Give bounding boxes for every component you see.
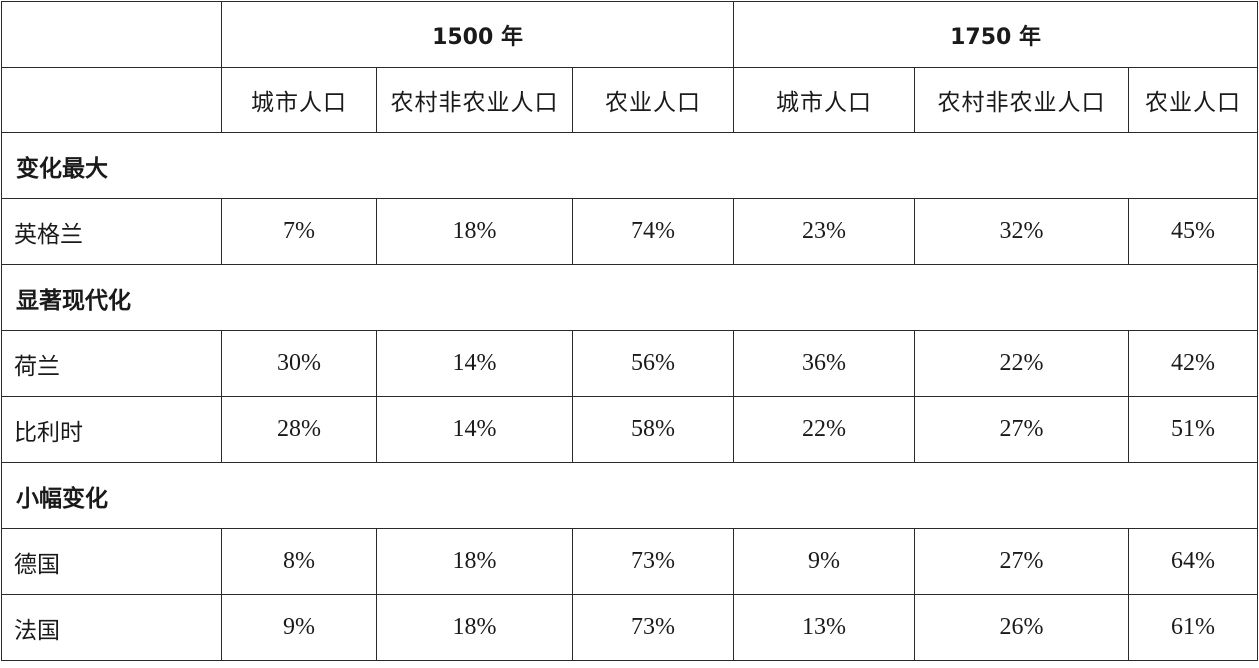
value-cell: 13% [733, 594, 916, 661]
col-header-rural-nonagri-1750: 农村非农业人口 [914, 67, 1130, 133]
value-cell: 56% [571, 330, 735, 397]
value-cell: 74% [571, 198, 735, 265]
corner-cell [1, 1, 222, 68]
year-header-row: 1500 年 1750 年 [1, 1, 1259, 68]
value-cell: 27% [914, 396, 1130, 463]
col-header-rural-nonagri-1500: 农村非农业人口 [376, 67, 573, 133]
value-cell: 61% [1128, 594, 1259, 661]
table-row: 荷兰 30% 14% 56% 36% 22% 42% [1, 330, 1259, 397]
col-header-agri-1750: 农业人口 [1128, 67, 1259, 133]
value-cell: 8% [221, 528, 377, 595]
value-cell: 26% [914, 594, 1130, 661]
value-cell: 32% [914, 198, 1130, 265]
table-row: 英格兰 7% 18% 74% 23% 32% 45% [1, 198, 1259, 265]
col-header-urban-1500: 城市人口 [221, 67, 377, 133]
col-header-urban-1750: 城市人口 [733, 67, 916, 133]
country-cell: 比利时 [1, 396, 222, 463]
group-row: 小幅变化 [0, 462, 1259, 529]
value-cell: 58% [571, 396, 735, 463]
value-cell: 73% [571, 594, 735, 661]
value-cell: 9% [733, 528, 916, 595]
value-cell: 18% [376, 528, 573, 595]
value-cell: 22% [733, 396, 916, 463]
value-cell: 7% [221, 198, 377, 265]
value-cell: 30% [221, 330, 377, 397]
value-cell: 51% [1128, 396, 1259, 463]
value-cell: 45% [1128, 198, 1259, 265]
column-header-row: 城市人口 农村非农业人口 农业人口 城市人口 农村非农业人口 农业人口 [1, 67, 1259, 133]
country-cell: 法国 [1, 594, 222, 661]
table-row: 法国 9% 18% 73% 13% 26% 61% [1, 594, 1259, 661]
value-cell: 23% [733, 198, 916, 265]
value-cell: 64% [1128, 528, 1259, 595]
group-label: 变化最大 [0, 132, 1259, 199]
value-cell: 73% [571, 528, 735, 595]
country-cell: 德国 [1, 528, 222, 595]
group-row: 显著现代化 [0, 264, 1259, 331]
value-cell: 42% [1128, 330, 1259, 397]
corner-cell-sub [1, 67, 222, 133]
value-cell: 14% [376, 396, 573, 463]
value-cell: 22% [914, 330, 1130, 397]
group-label: 显著现代化 [0, 264, 1259, 331]
value-cell: 18% [376, 198, 573, 265]
table-row: 比利时 28% 14% 58% 22% 27% 51% [1, 396, 1259, 463]
col-header-agri-1500: 农业人口 [571, 67, 735, 133]
value-cell: 9% [221, 594, 377, 661]
country-cell: 英格兰 [1, 198, 222, 265]
year-header-1500: 1500 年 [220, 1, 735, 68]
group-row: 变化最大 [0, 132, 1259, 199]
value-cell: 14% [376, 330, 573, 397]
value-cell: 18% [376, 594, 573, 661]
year-header-1750: 1750 年 [733, 1, 1259, 68]
group-label: 小幅变化 [0, 462, 1259, 529]
value-cell: 28% [221, 396, 377, 463]
value-cell: 27% [914, 528, 1130, 595]
value-cell: 36% [733, 330, 916, 397]
country-cell: 荷兰 [1, 330, 222, 397]
table-row: 德国 8% 18% 73% 9% 27% 64% [1, 528, 1259, 595]
